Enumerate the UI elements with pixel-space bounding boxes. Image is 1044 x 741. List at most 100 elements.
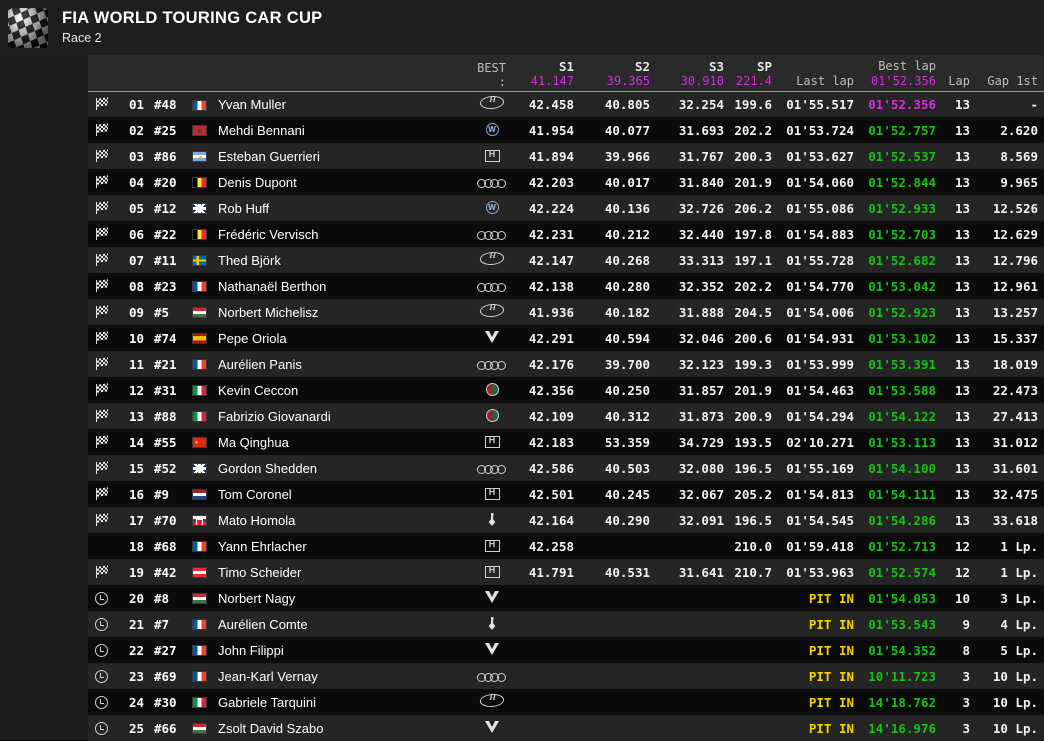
row-last-lap: PIT IN (808, 668, 854, 684)
row-lap-count: 3 (962, 668, 970, 684)
flag-fr-icon (191, 671, 207, 683)
row-driver-name[interactable]: Thed Björk (218, 252, 281, 268)
table-row[interactable]: 14 #55 Ma Qinghua 42.183 53.359 34.729 193.5 02… (88, 429, 1044, 455)
table-row[interactable]: 09 #5 Norbert Michelisz 41.936 40.182 31.888 2… (88, 299, 1044, 325)
row-sector3: 32.352 (678, 278, 724, 294)
row-sector3: 32.091 (678, 512, 724, 528)
row-driver-name[interactable]: Aurélien Panis (218, 356, 302, 372)
row-sector3: 32.440 (678, 226, 724, 242)
row-position: 21 (128, 616, 144, 632)
row-position: 05 (128, 200, 144, 216)
row-sector2: 40.077 (604, 122, 650, 138)
header-gap-label: Gap 1st (987, 73, 1038, 88)
row-nationality-flag (186, 533, 212, 559)
row-driver-name[interactable]: Norbert Michelisz (218, 304, 319, 320)
table-row[interactable]: 05 #12 Rob Huff 42.224 40.136 32.726 206.2 01'5… (88, 195, 1044, 221)
row-speed: 206.2 (734, 200, 772, 216)
table-row[interactable]: 22 #27 John Filippi PIT IN 01'54.352 8 5 Lp. (88, 637, 1044, 663)
table-row[interactable]: 25 #66 Zsolt David Szabo PIT IN 14'16.976 3 10… (88, 715, 1044, 741)
row-driver-name[interactable]: Zsolt David Szabo (218, 720, 324, 736)
table-row[interactable]: 10 #74 Pepe Oriola 42.291 40.594 32.046 200.6 0… (88, 325, 1044, 351)
row-manufacturer (472, 117, 512, 143)
header-lastlap-spacer (772, 59, 854, 74)
row-driver-name[interactable]: Timo Scheider (218, 564, 302, 580)
row-lap-count: 13 (954, 148, 970, 164)
row-driver-name[interactable]: Yvan Muller (218, 96, 286, 112)
row-driver-name[interactable]: Gabriele Tarquini (218, 694, 317, 710)
table-row[interactable]: 07 #11 Thed Björk 42.147 40.268 33.313 197.1 01… (88, 247, 1044, 273)
table-row[interactable]: 24 #30 Gabriele Tarquini PIT IN 14'18.762 3 10… (88, 689, 1044, 715)
row-car-number: #66 (154, 720, 177, 736)
row-driver-name[interactable]: Esteban Guerrieri (218, 148, 320, 164)
table-row[interactable]: 11 #21 Aurélien Panis 42.176 39.700 32.123 199… (88, 351, 1044, 377)
row-driver-name[interactable]: Norbert Nagy (218, 590, 296, 606)
row-sector3: 32.067 (678, 486, 724, 502)
row-driver-name[interactable]: Yann Ehrlacher (218, 538, 307, 554)
row-status-icon (88, 143, 114, 169)
best-s2-value: 39.365 (606, 73, 650, 88)
row-gap: 12.629 (992, 226, 1038, 242)
row-driver-name[interactable]: Mehdi Bennani (218, 122, 305, 138)
row-sector1: 41.894 (528, 148, 574, 164)
row-speed: 193.5 (734, 434, 772, 450)
row-driver-name[interactable]: Nathanaël Berthon (218, 278, 327, 294)
row-sector3 (650, 585, 724, 611)
table-row[interactable]: 13 #88 Fabrizio Giovanardi 42.109 40.312 31.8… (88, 403, 1044, 429)
flag-fr-icon (191, 619, 207, 631)
row-sector1: 42.176 (528, 356, 574, 372)
row-lap-count: 3 (962, 694, 970, 710)
table-row[interactable]: 17 #70 Mato Homola 42.164 40.290 32.091 196.5 0… (88, 507, 1044, 533)
header-s3: S3 30.910 (650, 55, 724, 91)
row-driver-name[interactable]: Kevin Ceccon (218, 382, 299, 398)
row-sector3 (650, 715, 724, 741)
row-speed (724, 663, 772, 689)
table-row[interactable]: 12 #31 Kevin Ceccon 42.356 40.250 31.857 201.9… (88, 377, 1044, 403)
row-driver-name[interactable]: Gordon Shedden (218, 460, 318, 476)
row-driver-name[interactable]: Frédéric Vervisch (218, 226, 319, 242)
row-driver-name[interactable]: Jean-Karl Vernay (218, 668, 318, 684)
row-manufacturer (472, 273, 512, 299)
row-driver-name[interactable]: John Filippi (218, 642, 284, 658)
table-row[interactable]: 08 #23 Nathanaël Berthon 42.138 40.280 32.352… (88, 273, 1044, 299)
table-row[interactable]: 18 #68 Yann Ehrlacher 42.258 210.0 01'59.418 0… (88, 533, 1044, 559)
row-driver-name[interactable]: Mato Homola (218, 512, 296, 528)
table-row[interactable]: 06 #22 Frédéric Vervisch 42.231 40.212 32.440… (88, 221, 1044, 247)
row-driver-name[interactable]: Denis Dupont (218, 174, 297, 190)
checkered-flag-icon (95, 357, 108, 370)
row-car-number: #31 (154, 382, 177, 398)
table-row[interactable]: 21 #7 Aurélien Comte PIT IN 01'53.543 9 4 Lp. (88, 611, 1044, 637)
table-row[interactable]: 02 #25 Mehdi Bennani 41.954 40.077 31.693 202.… (88, 117, 1044, 143)
row-manufacturer (472, 715, 512, 741)
hyundai-logo-icon (478, 96, 506, 110)
table-row[interactable]: 03 #86 Esteban Guerrieri 41.894 39.966 31.767… (88, 143, 1044, 169)
honda-logo-icon (484, 566, 500, 578)
row-best-lap: 01'52.844 (868, 174, 936, 190)
row-best-lap: 01'52.923 (868, 304, 936, 320)
peugeot-logo-icon (486, 513, 499, 526)
row-car-number: #12 (154, 200, 177, 216)
checkered-flag-icon (95, 305, 108, 318)
row-driver-name[interactable]: Aurélien Comte (218, 616, 308, 632)
table-row[interactable]: 04 #20 Denis Dupont 42.203 40.017 31.840 201.9… (88, 169, 1044, 195)
row-sector3: 31.693 (678, 122, 724, 138)
row-lap-count: 13 (954, 278, 970, 294)
flag-hu-icon (191, 593, 207, 605)
hyundai-logo-icon (478, 304, 506, 317)
row-car-number: #68 (154, 538, 177, 554)
table-row[interactable]: 23 #69 Jean-Karl Vernay PIT IN 10'11.723 3 10 … (88, 663, 1044, 689)
row-driver-name[interactable]: Tom Coronel (218, 486, 292, 502)
flag-hu-icon (191, 307, 207, 319)
row-driver-name[interactable]: Ma Qinghua (218, 434, 289, 450)
row-driver-name[interactable]: Pepe Oriola (218, 330, 287, 346)
table-row[interactable]: 16 #9 Tom Coronel 42.501 40.245 32.067 205.2 01… (88, 481, 1044, 507)
table-row[interactable]: 15 #52 Gordon Shedden 42.586 40.503 32.080 196… (88, 455, 1044, 481)
table-row[interactable]: 19 #42 Timo Scheider 41.791 40.531 31.641 210.… (88, 559, 1044, 585)
header-sp-label: SP (756, 58, 772, 74)
table-row[interactable]: 20 #8 Norbert Nagy PIT IN 01'54.053 10 3 Lp. (88, 585, 1044, 611)
table-row[interactable]: 01 #48 Yvan Muller 42.458 40.805 32.254 199.6 0… (88, 91, 1044, 117)
row-driver-name[interactable]: Fabrizio Giovanardi (218, 408, 331, 424)
row-car-number: #7 (154, 616, 170, 632)
row-best-lap: 01'53.102 (868, 330, 936, 346)
row-last-lap: PIT IN (808, 694, 854, 710)
row-driver-name[interactable]: Rob Huff (218, 200, 270, 216)
